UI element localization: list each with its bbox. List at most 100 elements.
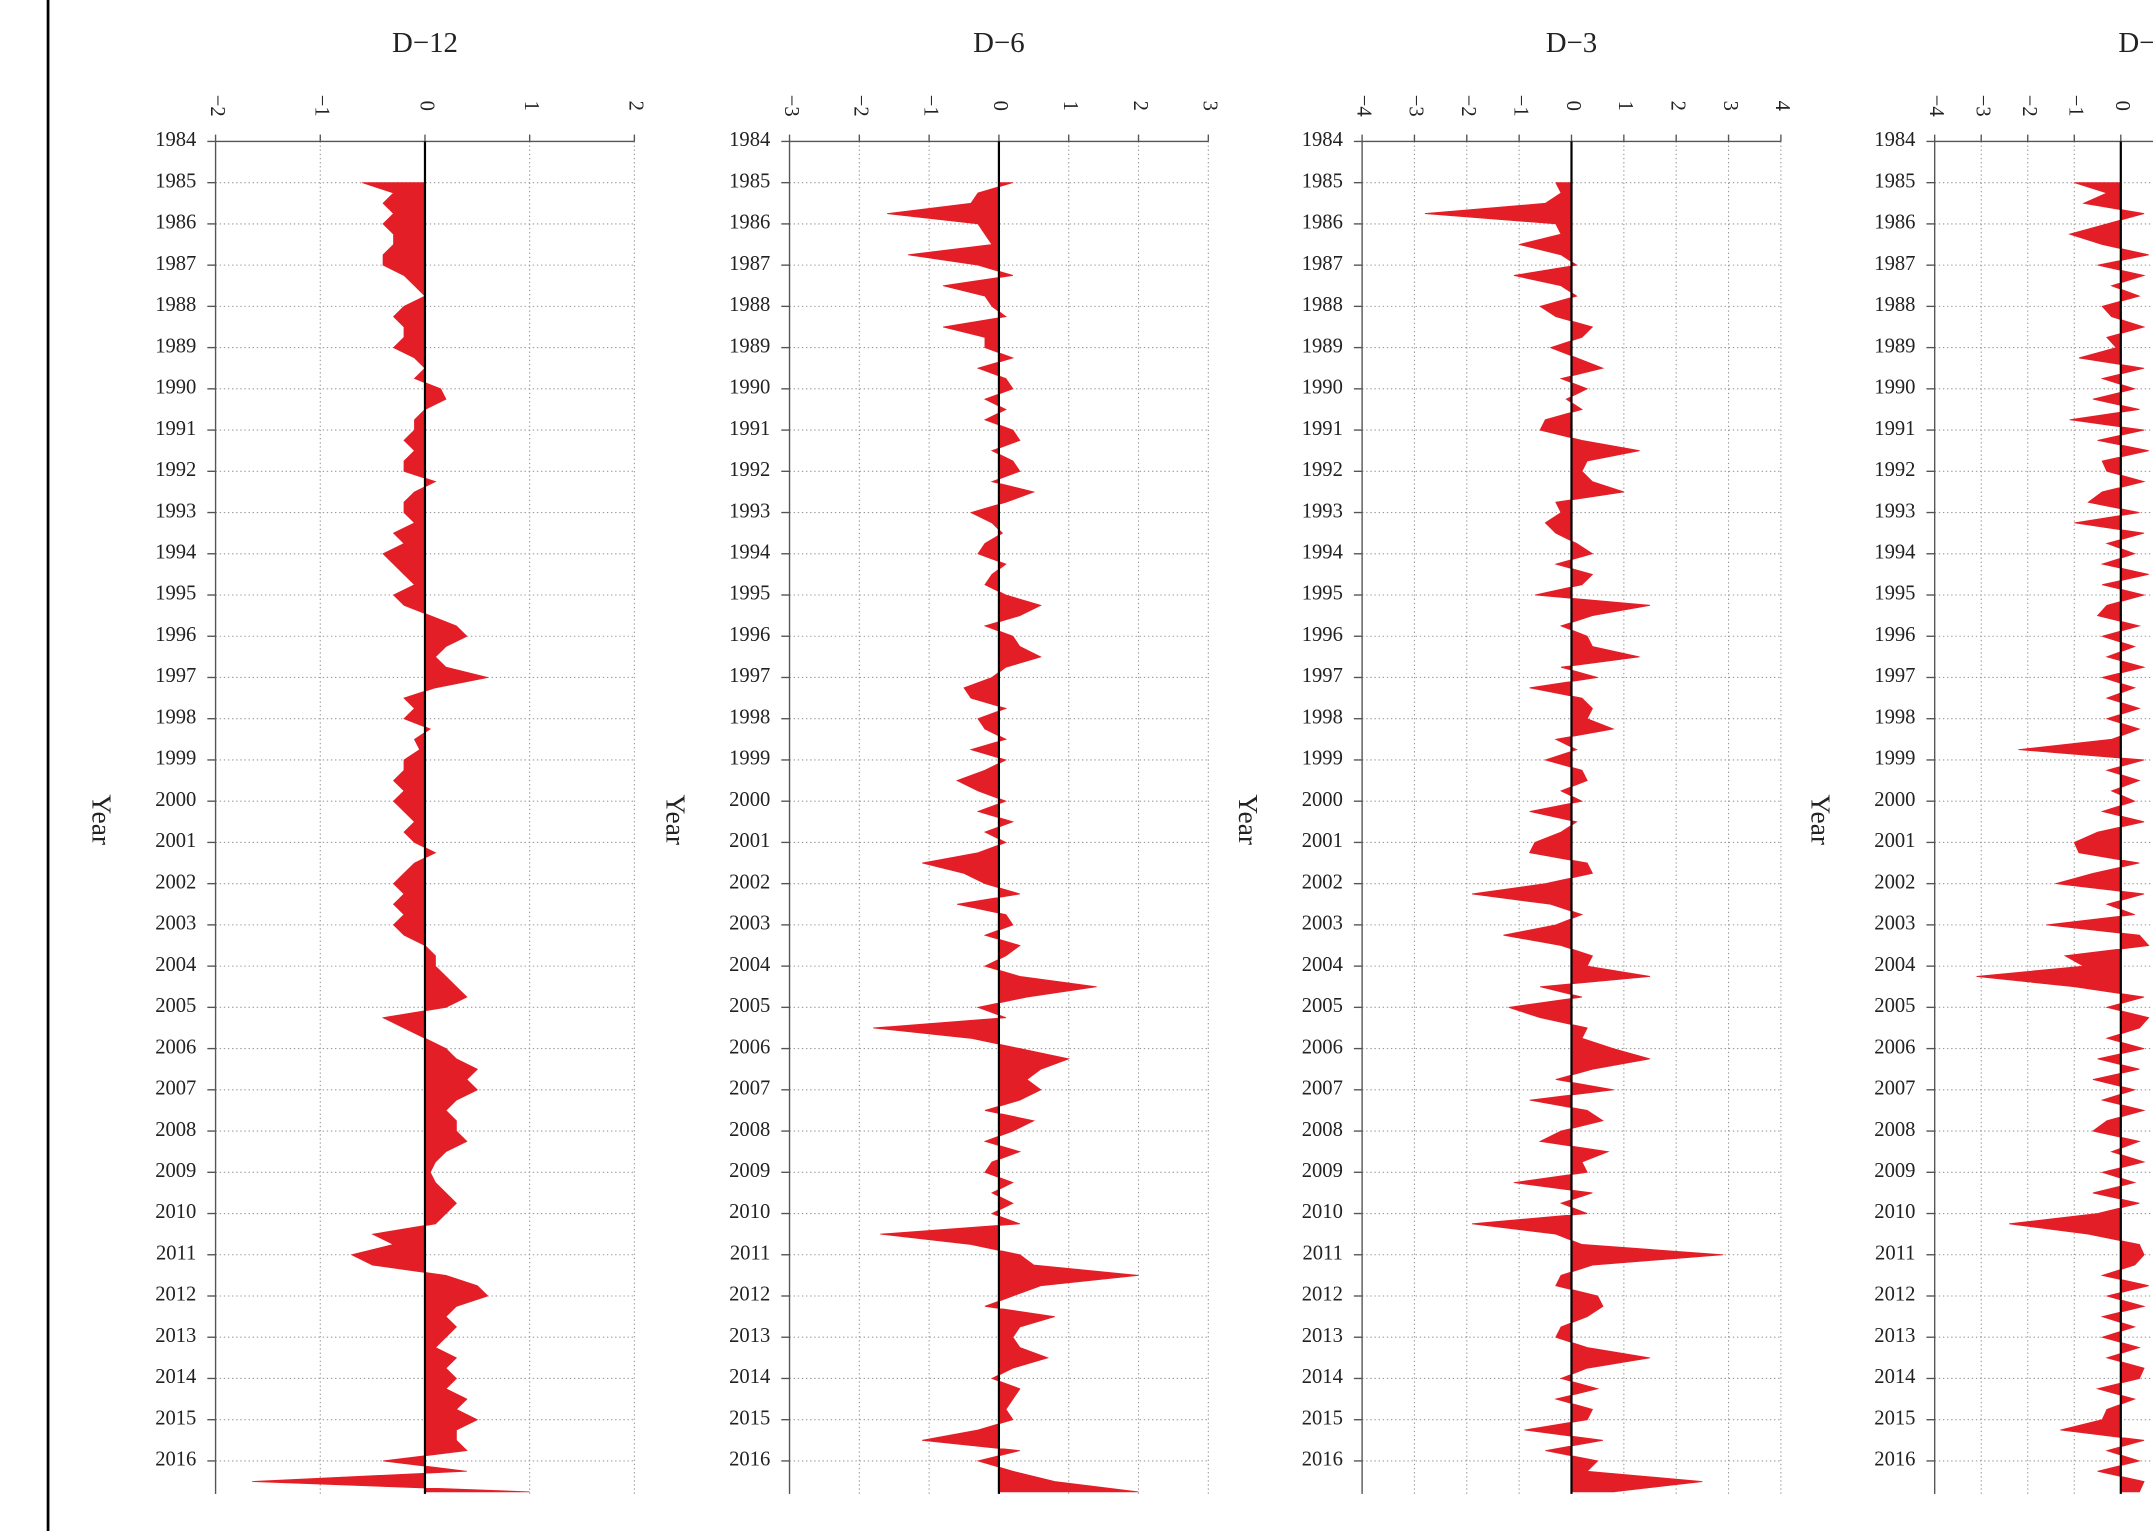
y-tick-label: 1988 [1874, 294, 1915, 316]
y-tick-label: 2002 [729, 871, 770, 893]
area [873, 182, 1139, 1493]
x-tick-label: −2 [2018, 95, 2040, 117]
y-tick-label: 1996 [729, 624, 770, 646]
y-tick-label: 1988 [1302, 294, 1343, 316]
y-tick-label: 2014 [155, 1366, 196, 1388]
x-tick-label: 0 [2111, 101, 2133, 111]
y-tick-label: 1993 [155, 500, 196, 522]
y-axis-label: Year [661, 794, 691, 845]
panel-title: D−12 [392, 27, 458, 59]
y-tick-label: 1986 [1302, 212, 1343, 234]
y-tick-label: 2011 [156, 1242, 196, 1264]
y-tick-label: 1991 [155, 418, 196, 440]
x-tick-label: 4 [1771, 101, 1793, 111]
y-tick-label: 2001 [1302, 830, 1343, 852]
y-tick-label: 2013 [729, 1325, 770, 1347]
y-tick-label: 2013 [155, 1325, 196, 1347]
y-tick-label: 1993 [1874, 500, 1915, 522]
y-tick-label: 2009 [729, 1160, 770, 1182]
y-tick-label: 1993 [729, 500, 770, 522]
y-tick-label: 2013 [1302, 1325, 1343, 1347]
panel-title: D−1 [2118, 27, 2153, 59]
x-tick-label: 0 [415, 101, 437, 111]
y-tick-label: 2008 [155, 1119, 196, 1141]
panel-title: D−6 [973, 27, 1024, 59]
y-tick-label: 2005 [729, 995, 770, 1017]
y-tick-label: 2004 [1302, 954, 1343, 976]
area [1424, 182, 1724, 1493]
y-tick-label: 1995 [1874, 583, 1915, 605]
panel-title: D−3 [1546, 27, 1598, 59]
x-tick-label: 3 [1719, 101, 1741, 111]
area [252, 182, 530, 1493]
y-tick-label: 1984 [729, 129, 770, 151]
x-tick-label: −2 [850, 95, 872, 117]
y-tick-label: 2015 [155, 1407, 196, 1429]
y-tick-label: 2002 [1302, 871, 1343, 893]
y-tick-label: 1994 [1874, 541, 1915, 563]
x-tick-label: −3 [780, 95, 802, 117]
y-axis-label: Year [1806, 794, 1836, 845]
y-tick-label: 2004 [1874, 954, 1915, 976]
y-tick-label: 2006 [1302, 1036, 1343, 1058]
y-tick-label: 2000 [729, 789, 770, 811]
y-tick-label: 2007 [1302, 1078, 1343, 1100]
y-tick-label: 1997 [1874, 665, 1915, 687]
y-tick-label: 2015 [729, 1407, 770, 1429]
y-tick-label: 2001 [155, 830, 196, 852]
y-tick-label: 1999 [1302, 748, 1343, 770]
y-tick-label: 1988 [155, 294, 196, 316]
y-tick-label: 1993 [1302, 500, 1343, 522]
y-tick-label: 2010 [729, 1201, 770, 1223]
y-tick-label: 1989 [1302, 335, 1343, 357]
y-tick-label: 1994 [1302, 541, 1343, 563]
x-tick-label: −3 [1405, 95, 1427, 117]
y-tick-label: 2010 [1874, 1201, 1915, 1223]
y-tick-label: 2003 [1874, 913, 1915, 935]
y-tick-label: 2003 [729, 913, 770, 935]
y-tick-label: 2009 [1874, 1160, 1915, 1182]
y-tick-label: 1997 [1302, 665, 1343, 687]
y-axis-label: Year [1233, 794, 1263, 845]
y-tick-label: 1990 [155, 377, 196, 399]
y-tick-label: 2003 [1302, 913, 1343, 935]
y-tick-label: 1991 [1302, 418, 1343, 440]
y-tick-label: 1990 [1874, 377, 1915, 399]
y-axis-label: Year [87, 794, 117, 845]
y-tick-label: 1985 [1874, 170, 1915, 192]
x-tick-label: 0 [989, 101, 1011, 111]
y-tick-label: 2001 [1874, 830, 1915, 852]
y-tick-label: 2008 [729, 1119, 770, 1141]
y-tick-label: 1999 [155, 748, 196, 770]
y-tick-label: 2006 [1874, 1036, 1915, 1058]
y-tick-label: 2011 [730, 1242, 770, 1264]
y-tick-label: 1984 [1874, 129, 1915, 151]
y-tick-label: 2008 [1302, 1119, 1343, 1141]
y-tick-label: 2014 [1302, 1366, 1343, 1388]
y-tick-label: 2010 [1302, 1201, 1343, 1223]
y-tick-label: 1988 [729, 294, 770, 316]
y-tick-label: 2015 [1302, 1407, 1343, 1429]
x-tick-label: 2 [1666, 101, 1688, 111]
y-tick-label: 1992 [1874, 459, 1915, 481]
y-tick-label: 1997 [155, 665, 196, 687]
y-tick-label: 2003 [155, 913, 196, 935]
y-tick-label: 2012 [1302, 1284, 1343, 1306]
y-tick-label: 2012 [729, 1284, 770, 1306]
y-tick-label: 1984 [155, 129, 196, 151]
y-tick-label: 2011 [1302, 1242, 1342, 1264]
y-tick-label: 2005 [1302, 995, 1343, 1017]
y-tick-label: 2010 [155, 1201, 196, 1223]
y-tick-label: 1989 [729, 335, 770, 357]
y-tick-label: 1996 [1302, 624, 1343, 646]
y-tick-label: 1992 [729, 459, 770, 481]
y-tick-label: 2014 [1874, 1366, 1915, 1388]
y-tick-label: 2008 [1874, 1119, 1915, 1141]
x-tick-label: 1 [1059, 101, 1081, 111]
y-tick-label: 2012 [1874, 1284, 1915, 1306]
area [1976, 182, 2150, 1493]
x-tick-label: −4 [1925, 95, 1947, 117]
y-tick-label: 1996 [1874, 624, 1915, 646]
x-tick-label: −1 [919, 95, 941, 117]
